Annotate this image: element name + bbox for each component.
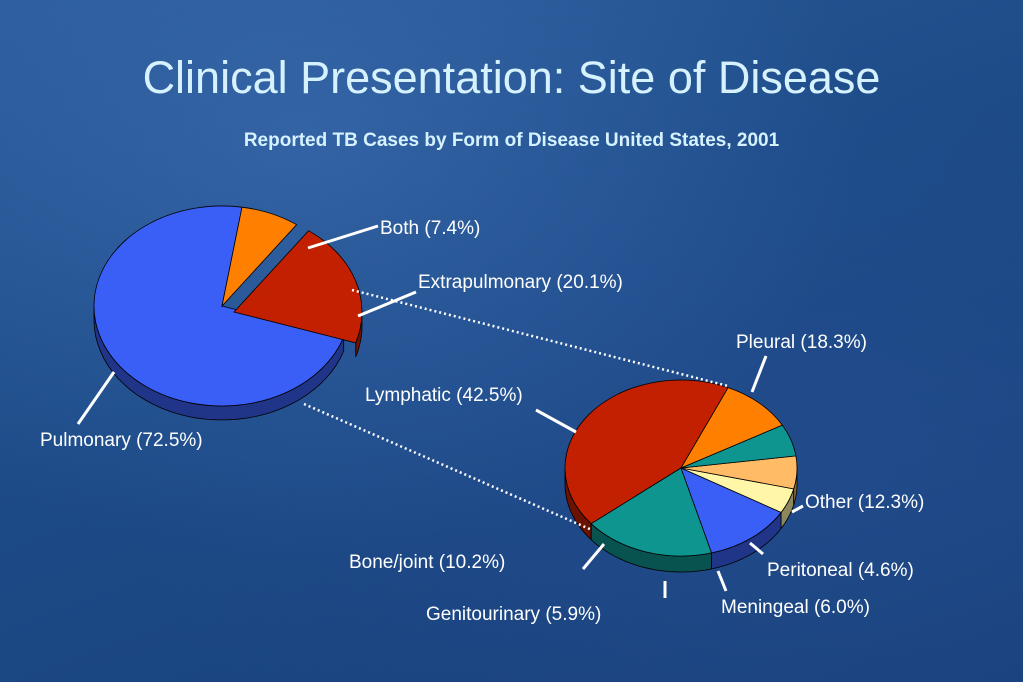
label-peritoneal: Peritoneal (4.6%) bbox=[767, 560, 914, 581]
label-pleural: Pleural (18.3%) bbox=[736, 332, 867, 353]
leader-peritoneal bbox=[749, 541, 764, 556]
connector-line-2 bbox=[303, 402, 593, 532]
pie-slice-lymphatic bbox=[564, 379, 729, 525]
label-other: Other (12.3%) bbox=[805, 492, 924, 513]
label-genitourinary: Genitourinary (5.9%) bbox=[426, 604, 601, 625]
label-extrapulmonary: Extrapulmonary (20.1%) bbox=[418, 272, 623, 293]
leader-pleural bbox=[750, 355, 768, 393]
breakdown-connectors bbox=[303, 288, 729, 532]
label-lymphatic: Lymphatic (42.5%) bbox=[365, 385, 523, 406]
extrapulmonary-breakdown-pie bbox=[564, 379, 798, 573]
label-meningeal: Meningeal (6.0%) bbox=[721, 597, 870, 618]
pie-slice-other bbox=[680, 467, 782, 554]
main-pie-chart bbox=[93, 205, 363, 421]
label-pulmonary: Pulmonary (72.5%) bbox=[40, 430, 203, 451]
label-both: Both (7.4%) bbox=[380, 218, 480, 239]
pie-slice-extrapulmonary bbox=[233, 230, 363, 344]
pie-slice-pulmonary bbox=[93, 205, 345, 407]
leader-extrapulmonary bbox=[357, 290, 417, 318]
chart-subtitle: Reported TB Cases by Form of Disease Uni… bbox=[243, 130, 780, 151]
pie-slice-pleural bbox=[590, 467, 713, 557]
pie-slice-both bbox=[221, 206, 298, 308]
leader-pulmonary bbox=[76, 371, 116, 425]
label-bone-joint: Bone/joint (10.2%) bbox=[349, 552, 505, 573]
pie-slice-bone-joint bbox=[680, 387, 783, 469]
leader-lines bbox=[76, 224, 804, 598]
leader-both bbox=[307, 224, 379, 250]
connector-line-1 bbox=[351, 288, 729, 388]
slice-labels: Pulmonary (72.5%) Both (7.4%) Extrapulmo… bbox=[40, 218, 924, 625]
leader-bone-joint bbox=[581, 543, 606, 570]
leader-lymphatic bbox=[535, 408, 577, 434]
slide-title: Clinical Presentation: Site of Disease bbox=[142, 52, 881, 103]
leader-meningeal bbox=[716, 570, 728, 592]
leader-other bbox=[791, 504, 804, 514]
